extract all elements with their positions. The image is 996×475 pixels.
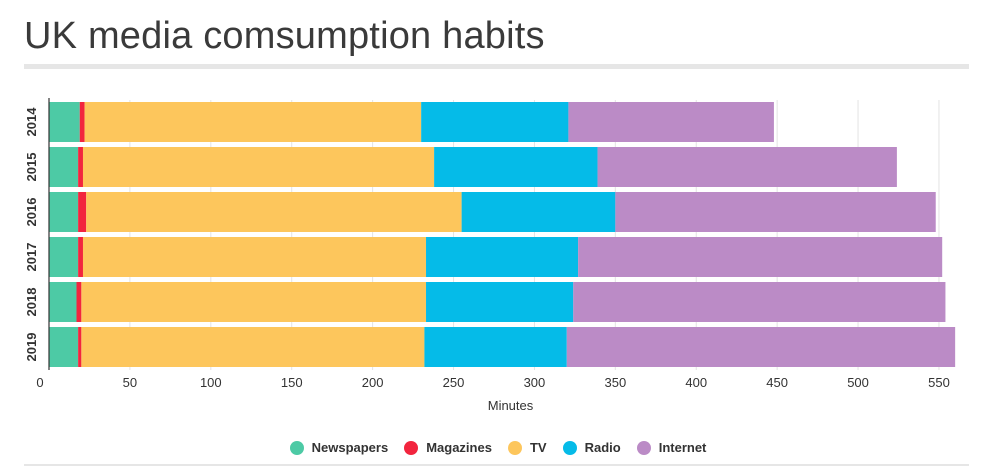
bar-segment-tv-2019 [81,327,425,367]
bar-segment-radio-2018 [426,282,574,322]
x-tick-label: 50 [123,375,137,390]
x-tick-label: 150 [281,375,303,390]
legend-item-radio: Radio [562,440,621,455]
bar-segment-magazines-2014 [79,102,85,142]
x-axis-title: Minutes [488,398,534,413]
bar-segment-newspapers-2015 [49,147,79,187]
y-axis-ticks: 2014 2015 2016 2017 2018 2019 [24,107,39,362]
bar-segment-tv-2018 [81,282,427,322]
legend-swatch [289,440,304,455]
bar-segment-internet-2015 [597,147,897,187]
bar-segment-internet-2016 [615,192,936,232]
title-divider [24,64,969,69]
y-tick-label: 2018 [24,288,39,317]
bar-segment-internet-2014 [568,102,774,142]
x-tick-label: 500 [847,375,869,390]
bar-segment-radio-2016 [461,192,616,232]
bar-chart: 0 50 100 150 200 250 300 350 400 450 500 550 201420… [24,98,956,413]
x-tick-label: 550 [928,375,950,390]
x-tick-label: 450 [766,375,788,390]
bar-segment-magazines-2018 [76,282,82,322]
bar-segment-magazines-2015 [78,147,83,187]
bar-segment-tv-2017 [82,237,427,277]
x-tick-label: 0 [36,375,43,390]
legend-item-internet: Internet [636,440,707,455]
legend-item-magazines: Magazines [404,440,492,455]
bar-segment-radio-2017 [426,237,579,277]
legend-label: Newspapers [311,440,389,455]
bars [49,102,956,367]
legend: Newspapers Magazines TV Radio Internet [0,440,996,458]
legend-swatch [562,440,577,455]
x-tick-label: 350 [604,375,626,390]
bar-segment-tv-2015 [82,147,435,187]
bar-segment-magazines-2016 [78,192,87,232]
y-tick-label: 2015 [24,153,39,182]
bar-segment-tv-2014 [84,102,422,142]
bar-segment-radio-2015 [434,147,598,187]
bar-segment-internet-2019 [566,327,956,367]
legend-swatch [636,440,651,455]
bar-segment-internet-2018 [573,282,946,322]
y-tick-label: 2019 [24,333,39,362]
bar-segment-newspapers-2018 [49,282,77,322]
bar-segment-newspapers-2016 [49,192,79,232]
x-tick-label: 100 [200,375,222,390]
legend-label: Radio [584,440,621,455]
x-axis-ticks: 0 50 100 150 200 250 300 350 400 450 500 550 [36,375,949,390]
bar-segment-magazines-2017 [78,237,83,277]
grid-lines [129,100,940,370]
bar-segment-magazines-2019 [78,327,82,367]
legend-item-newspapers: Newspapers [289,440,389,455]
bar-segment-newspapers-2019 [49,327,79,367]
bar-segment-radio-2014 [421,102,569,142]
x-tick-label: 200 [362,375,384,390]
legend-item-tv: TV [507,440,547,455]
bar-segment-newspapers-2014 [49,102,80,142]
x-tick-label: 300 [524,375,546,390]
bar-segment-tv-2016 [86,192,462,232]
legend-label: Magazines [426,440,492,455]
chart-title: UK media comsumption habits [24,15,545,57]
legend-swatch [507,440,522,455]
y-tick-label: 2016 [24,198,39,227]
legend-label: Internet [658,440,707,455]
bottom-divider [24,464,969,466]
legend-swatch [404,440,419,455]
bar-segment-newspapers-2017 [49,237,79,277]
y-tick-label: 2017 [24,243,39,272]
bar-segment-radio-2019 [424,327,567,367]
x-tick-label: 400 [685,375,707,390]
legend-label: TV [529,440,547,455]
bar-segment-internet-2017 [578,237,943,277]
x-tick-label: 250 [443,375,465,390]
y-tick-label: 2014 [24,107,39,137]
